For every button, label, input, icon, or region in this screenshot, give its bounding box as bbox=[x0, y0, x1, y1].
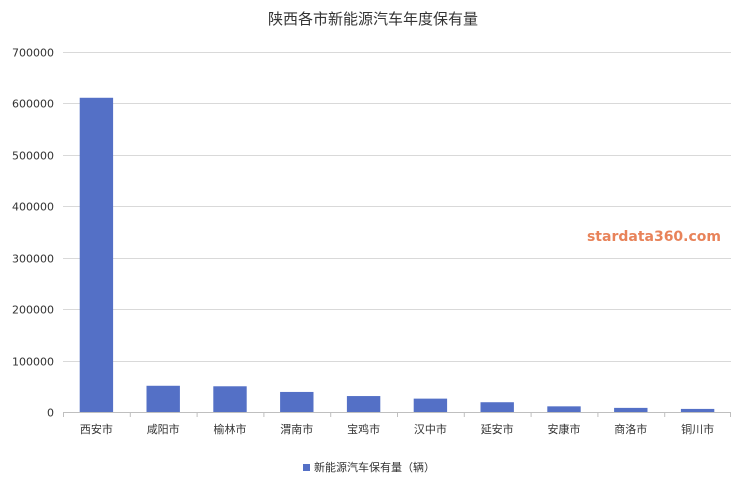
legend[interactable]: 新能源汽车保有量（辆） bbox=[303, 460, 435, 474]
y-tick-label: 700000 bbox=[12, 47, 54, 60]
bar[interactable] bbox=[146, 385, 180, 412]
x-category-label: 铜川市 bbox=[681, 422, 714, 436]
x-category-label: 渭南市 bbox=[280, 422, 313, 436]
watermark: stardata360.com bbox=[587, 229, 721, 245]
bar[interactable] bbox=[79, 97, 114, 413]
y-axis-ticks: 0 100000 200000 300000 400000 500000 600000 700… bbox=[12, 47, 54, 420]
bar[interactable] bbox=[280, 391, 314, 412]
grid-lines bbox=[63, 52, 731, 362]
y-tick-label: 400000 bbox=[12, 201, 54, 214]
x-axis-categories: 西安市 咸阳市 榆林市 渭南市 宝鸡市 汉中市 延安市 安康市 商洛市 铜川市 bbox=[63, 412, 731, 436]
bar[interactable] bbox=[480, 402, 514, 412]
chart-title: 陕西各市新能源汽车年度保有量 bbox=[268, 10, 478, 28]
bar[interactable] bbox=[547, 406, 581, 412]
bars bbox=[79, 97, 715, 413]
x-category-label: 西安市 bbox=[80, 422, 113, 436]
x-category-label: 宝鸡市 bbox=[347, 422, 380, 436]
bar[interactable] bbox=[213, 386, 247, 412]
y-tick-label: 600000 bbox=[12, 98, 54, 111]
y-tick-label: 0 bbox=[47, 407, 54, 420]
x-category-label: 商洛市 bbox=[614, 422, 647, 436]
x-category-label: 安康市 bbox=[548, 422, 581, 436]
bar[interactable] bbox=[680, 408, 715, 412]
bar[interactable] bbox=[413, 398, 448, 412]
x-category-label: 榆林市 bbox=[214, 422, 247, 436]
y-tick-label: 200000 bbox=[12, 304, 54, 317]
y-tick-label: 500000 bbox=[12, 150, 54, 163]
legend-swatch bbox=[303, 464, 310, 471]
bar[interactable] bbox=[614, 407, 648, 412]
x-category-label: 延安市 bbox=[481, 422, 514, 436]
y-tick-label: 100000 bbox=[12, 356, 54, 369]
bar[interactable] bbox=[346, 396, 381, 412]
y-tick-label: 300000 bbox=[12, 253, 54, 266]
x-category-label: 汉中市 bbox=[414, 422, 447, 436]
legend-label: 新能源汽车保有量（辆） bbox=[314, 460, 435, 474]
x-category-label: 咸阳市 bbox=[147, 422, 180, 436]
